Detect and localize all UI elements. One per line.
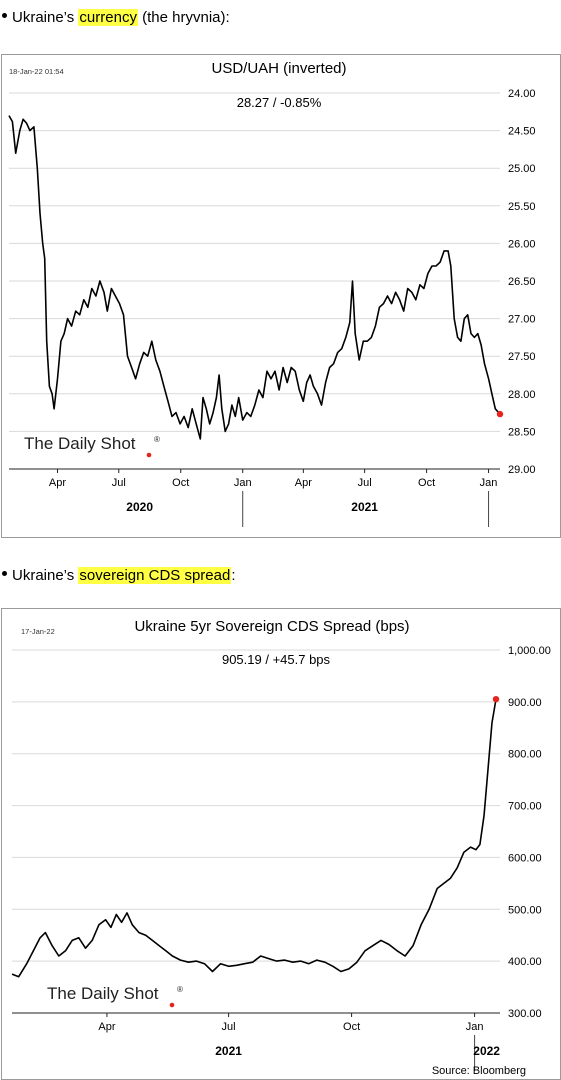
source-note: Source: Bloomberg xyxy=(432,1065,526,1077)
y-tick-label: 1,000.00 xyxy=(508,645,551,657)
last-value-marker xyxy=(492,695,500,703)
bullet-dot xyxy=(2,13,7,18)
y-tick-label: 28.50 xyxy=(508,426,536,438)
watermark-logo: The Daily Shot xyxy=(47,984,159,1003)
x-tick-label: Jul xyxy=(358,477,372,489)
y-tick-label: 24.50 xyxy=(508,126,536,138)
x-tick-label: Jul xyxy=(112,477,126,489)
y-tick-label: 800.00 xyxy=(508,749,542,761)
year-label: 2020 xyxy=(126,500,153,514)
cds-chart: 300.00 400.00 500.00 600.00 700.00 800.00 900.… xyxy=(11,618,551,1077)
watermark-registered: ® xyxy=(154,435,160,444)
y-tick-label: 25.00 xyxy=(508,163,536,175)
y-tick-label: 27.00 xyxy=(508,314,536,326)
caption-highlight: currency xyxy=(78,9,138,26)
y-tick-label: 900.00 xyxy=(508,697,542,709)
y-tick-label: 300.00 xyxy=(508,1008,542,1020)
watermark-dot xyxy=(169,1002,175,1008)
chart-subtitle: 28.27 / -0.85% xyxy=(237,95,322,110)
x-tick-label: Jul xyxy=(222,1021,236,1033)
x-tick-label: Jan xyxy=(234,477,252,489)
caption-prefix: Ukraine’s xyxy=(12,567,79,584)
x-tick-label: Oct xyxy=(172,477,189,489)
caption-prefix: Ukraine’s xyxy=(12,9,79,26)
chart-timestamp: 18-Jan-22 01:54 xyxy=(9,67,64,76)
cds-chart-panel: 300.00 400.00 500.00 600.00 700.00 800.00 900.… xyxy=(1,608,561,1080)
caption-suffix: (the hryvnia): xyxy=(137,9,230,26)
chart-timestamp: 17-Jan-22 xyxy=(21,627,55,636)
year-label: 2021 xyxy=(351,500,378,514)
x-tick-label: Oct xyxy=(343,1021,360,1033)
x-tick-label: Jan xyxy=(466,1021,484,1033)
x-tick-label: Apr xyxy=(295,477,312,489)
y-tick-label: 25.50 xyxy=(508,201,536,213)
x-tick-label: Apr xyxy=(49,477,66,489)
usd-uah-chart-panel: 24.00 24.50 25.00 25.50 26.00 26.50 27.00 27.50… xyxy=(1,54,561,538)
y-tick-label: 24.00 xyxy=(508,88,536,100)
currency-caption: Ukraine’s currency (the hryvnia): xyxy=(0,8,230,28)
chart-subtitle: 905.19 / +45.7 bps xyxy=(222,652,331,667)
y-tick-label: 600.00 xyxy=(508,852,542,864)
caption-highlight: sovereign CDS spread xyxy=(78,567,232,584)
y-tick-label: 26.00 xyxy=(508,238,536,250)
y-tick-label: 27.50 xyxy=(508,351,536,363)
x-tick-label: Apr xyxy=(98,1021,115,1033)
series-line xyxy=(11,699,497,978)
caption-suffix: : xyxy=(231,567,236,584)
watermark-dot xyxy=(146,452,152,458)
y-tick-label: 500.00 xyxy=(508,904,542,916)
watermark-registered: ® xyxy=(177,985,183,994)
year-label: 2022 xyxy=(473,1044,500,1058)
series-line xyxy=(8,115,501,440)
year-label: 2021 xyxy=(215,1044,242,1058)
y-tick-label: 700.00 xyxy=(508,801,542,813)
chart-title: USD/UAH (inverted) xyxy=(211,60,346,77)
usd-uah-chart: 24.00 24.50 25.00 25.50 26.00 26.50 27.00 27.50… xyxy=(8,60,536,527)
last-value-marker xyxy=(496,410,504,418)
y-tick-label: 29.00 xyxy=(508,464,536,476)
y-tick-label: 26.50 xyxy=(508,276,536,288)
watermark-logo: The Daily Shot xyxy=(24,434,136,453)
y-tick-label: 28.00 xyxy=(508,389,536,401)
chart-title: Ukraine 5yr Sovereign CDS Spread (bps) xyxy=(134,618,409,635)
cds-caption: Ukraine’s sovereign CDS spread: xyxy=(0,566,236,586)
x-tick-label: Jan xyxy=(480,477,498,489)
y-tick-label: 400.00 xyxy=(508,956,542,968)
x-tick-label: Oct xyxy=(418,477,435,489)
bullet-dot xyxy=(2,571,7,576)
